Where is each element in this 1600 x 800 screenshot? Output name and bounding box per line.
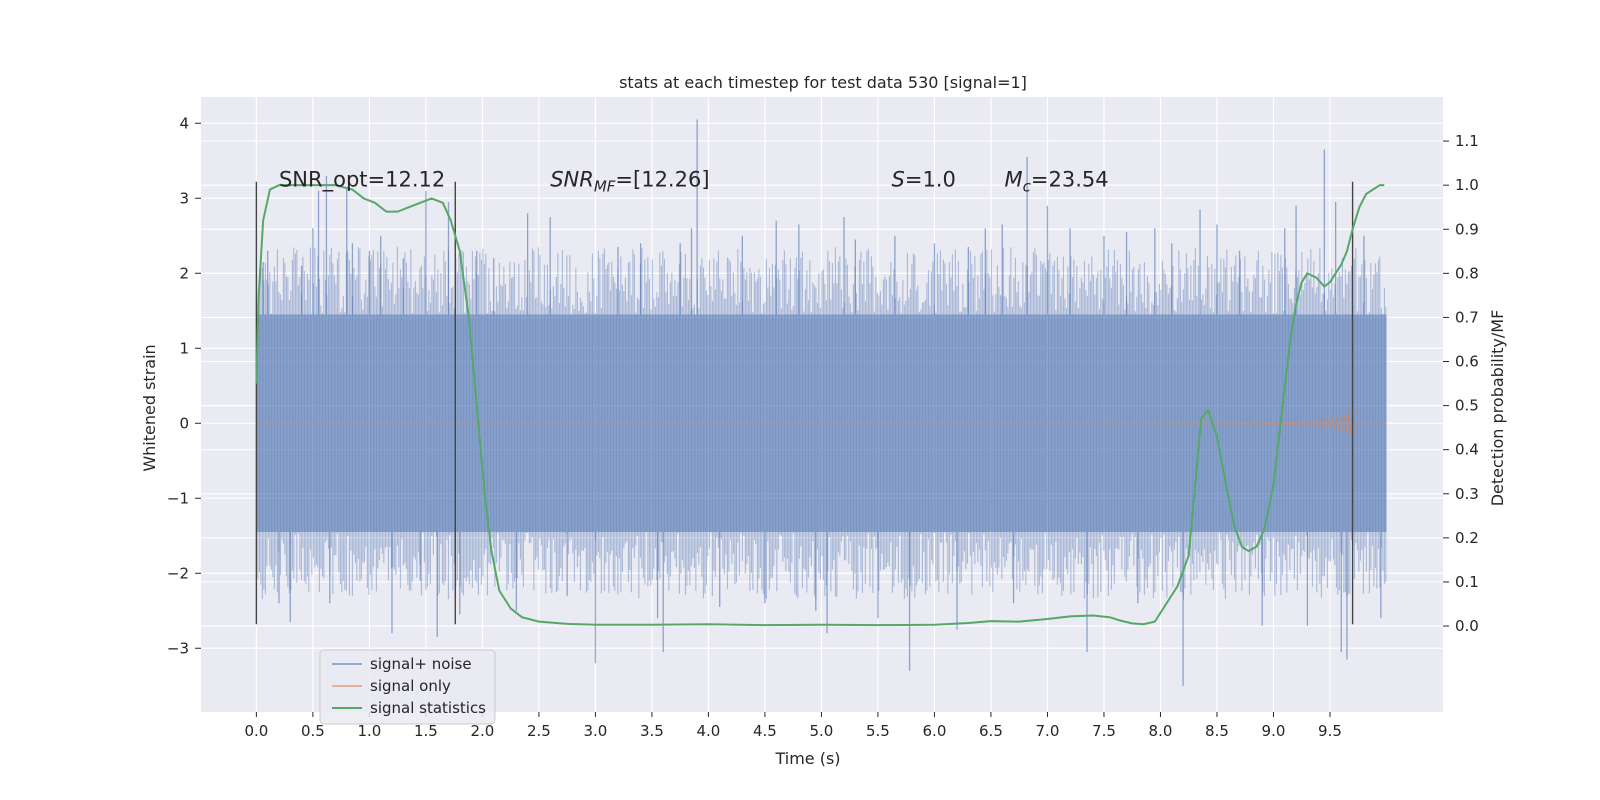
- x-tick-label: 8.0: [1149, 722, 1173, 740]
- annotations: SNR_opt=12.12 SNRMF=[12.26] S=1.0 Mc=23.54: [279, 168, 1109, 196]
- y-tick-label: −2: [167, 564, 189, 582]
- x-tick-label: 3.5: [640, 722, 664, 740]
- x-tick-label: 4.5: [753, 722, 777, 740]
- x-tick-label: 1.0: [357, 722, 381, 740]
- legend-label-noise: signal+ noise: [370, 655, 472, 673]
- y2-tick-label: 0.2: [1455, 529, 1479, 547]
- y2-tick-label: 0.7: [1455, 308, 1479, 326]
- x-tick-label: 5.0: [810, 722, 834, 740]
- x-tick-label: 5.5: [866, 722, 890, 740]
- x-tick-label: 3.0: [583, 722, 607, 740]
- y2-axis-ticks: 1.1 1.0 0.9 0.8 0.7 0.6 0.5 0.4 0.3 0.2 0.1 0.0: [1443, 132, 1479, 635]
- x-tick-label: 4.0: [696, 722, 720, 740]
- x-axis-label: Time (s): [774, 749, 840, 768]
- y2-tick-label: 1.0: [1455, 176, 1479, 194]
- y2-tick-label: 0.6: [1455, 353, 1479, 371]
- x-tick-label: 2.0: [470, 722, 494, 740]
- y-tick-label: −1: [167, 489, 189, 507]
- chart-title: stats at each timestep for test data 530…: [619, 73, 1027, 92]
- legend: signal+ noise signal only signal statist…: [319, 649, 496, 725]
- x-tick-label: 7.0: [1036, 722, 1060, 740]
- x-tick-label: 8.5: [1205, 722, 1229, 740]
- y2-tick-label: 0.5: [1455, 397, 1479, 415]
- y-tick-label: 4: [179, 114, 189, 132]
- y-tick-label: −3: [167, 639, 189, 657]
- annotation-2: S=1.0: [892, 168, 956, 192]
- y-tick-label: 1: [179, 339, 189, 357]
- legend-label-stats: signal statistics: [370, 699, 486, 717]
- x-tick-label: 1.5: [414, 722, 438, 740]
- annotation-1: SNRMF=[12.26]: [550, 168, 709, 196]
- y2-tick-label: 0.3: [1455, 485, 1479, 503]
- x-axis-ticks: 0.0 0.5 1.0 1.5 2.0 2.5 3.0 3.5 4.0 4.5 5.0 5.5 6.0 6…: [244, 712, 1342, 740]
- y-axis-ticks: 4 3 2 1 0 −1 −2 −3: [167, 114, 201, 657]
- x-tick-label: 0.5: [301, 722, 325, 740]
- y-tick-label: 3: [179, 189, 189, 207]
- series-signal-noise: [255, 119, 1387, 686]
- x-tick-label: 7.5: [1092, 722, 1116, 740]
- signal-only-line: [256, 407, 1387, 437]
- signal-statistics-line: [255, 184, 1385, 627]
- y2-tick-label: 0.8: [1455, 264, 1479, 282]
- y2-tick-label: 0.1: [1455, 573, 1479, 591]
- x-tick-label: 6.0: [923, 722, 947, 740]
- series-signal-only: [256, 407, 1387, 437]
- legend-box: [319, 649, 496, 725]
- y2-tick-label: 0.4: [1455, 441, 1479, 459]
- x-tick-label: 9.0: [1262, 722, 1286, 740]
- annotation-0: SNR_opt=12.12: [279, 168, 445, 193]
- x-tick-label: 2.5: [527, 722, 551, 740]
- annotation-3: Mc=23.54: [1005, 168, 1109, 196]
- x-tick-label: 9.5: [1318, 722, 1342, 740]
- legend-label-signal: signal only: [370, 677, 451, 695]
- y-tick-label: 0: [179, 414, 189, 432]
- vertical-markers: [255, 181, 1354, 625]
- y2-axis-label: Detection probability/MF: [1488, 310, 1507, 507]
- y2-tick-label: 1.1: [1455, 132, 1479, 150]
- x-tick-label: 6.5: [979, 722, 1003, 740]
- y2-tick-label: 0.9: [1455, 220, 1479, 238]
- y2-tick-label: 0.0: [1455, 617, 1479, 635]
- series-signal-statistics: [255, 184, 1385, 627]
- y-axis-label: Whitened strain: [140, 344, 159, 471]
- x-tick-label: 0.0: [244, 722, 268, 740]
- y-tick-label: 2: [179, 264, 189, 282]
